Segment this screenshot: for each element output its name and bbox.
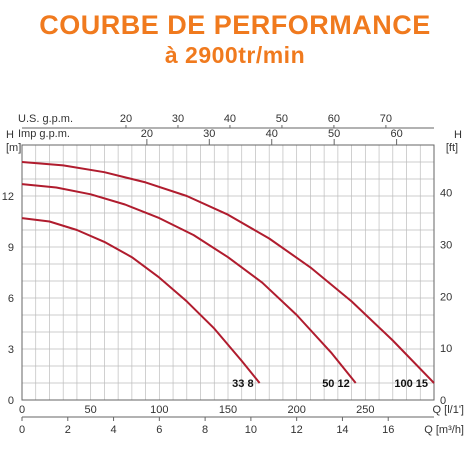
series-curve-1 <box>21 217 261 384</box>
y-left-tick-label: 6 <box>8 293 14 305</box>
usgpm-axis-label: U.S. g.p.m. <box>18 113 73 125</box>
grid <box>21 144 435 401</box>
usgpm-tick-label: 20 <box>120 113 132 125</box>
y-left-axis-unit: [m] <box>6 142 21 154</box>
axis-titles: H[m]H[ft]U.S. g.p.m.Imp g.p.m.Q [l/1']Q … <box>6 113 464 436</box>
series-label-3: 100 15 <box>394 378 428 390</box>
m3h-tick-label: 2 <box>65 424 71 436</box>
series-curve-3 <box>21 161 435 384</box>
y-right-tick-label: 30 <box>440 240 452 252</box>
usgpm-tick-label: 30 <box>172 113 184 125</box>
y-left-tick-label: 3 <box>8 344 14 356</box>
x-tick-label: 0 <box>19 404 25 416</box>
x-tick-label: 150 <box>219 404 237 416</box>
y-left-tick-label: 0 <box>8 395 14 407</box>
x-tick-label: 50 <box>85 404 97 416</box>
chart-subtitle: à 2900tr/min <box>164 42 306 68</box>
y-left-tick-label: 9 <box>8 242 14 254</box>
impgpm-tick-label: 30 <box>203 128 215 140</box>
y-left-axis-label: H <box>6 129 14 141</box>
x-tick-label: 250 <box>356 404 374 416</box>
y-right-axis-unit: [ft] <box>446 142 458 154</box>
usgpm-tick-label: 60 <box>328 113 340 125</box>
usgpm-tick-label: 70 <box>380 113 392 125</box>
m3h-tick-label: 8 <box>202 424 208 436</box>
m3h-tick-label: 16 <box>382 424 394 436</box>
x-tick-label: 200 <box>287 404 305 416</box>
m3h-tick-label: 0 <box>19 424 25 436</box>
m3h-tick-label: 4 <box>110 424 116 436</box>
y-right-axis-label: H <box>454 129 462 141</box>
y-right-tick-label: 40 <box>440 188 452 200</box>
m3h-tick-label: 10 <box>245 424 257 436</box>
usgpm-tick-label: 40 <box>224 113 236 125</box>
series-curve-2 <box>21 183 357 384</box>
curve-labels: 33 8 50 12 100 15 <box>232 378 428 390</box>
y-left-tick-label: 12 <box>2 191 14 203</box>
usgpm-tick-label: 50 <box>276 113 288 125</box>
y-right-tick-label: 20 <box>440 291 452 303</box>
y-right-tick-label: 0 <box>440 395 446 407</box>
impgpm-tick-label: 40 <box>266 128 278 140</box>
series-label-2: 50 12 <box>322 378 350 390</box>
axes <box>21 125 435 421</box>
m3h-tick-label: 14 <box>336 424 348 436</box>
impgpm-tick-label: 50 <box>328 128 340 140</box>
m3h-tick-label: 6 <box>156 424 162 436</box>
chart-title: COURBE DE PERFORMANCE <box>39 10 431 40</box>
m3h-tick-label: 12 <box>291 424 303 436</box>
x-primary-axis-label: Q [l/1'] <box>433 404 464 416</box>
series-label-1: 33 8 <box>232 378 253 390</box>
plot-frame <box>21 144 435 401</box>
x-tick-label: 100 <box>150 404 168 416</box>
y-right-tick-label: 10 <box>440 343 452 355</box>
series-group <box>21 161 435 384</box>
impgpm-tick-label: 60 <box>390 128 402 140</box>
impgpm-axis-label: Imp g.p.m. <box>18 128 70 140</box>
x-secondary-axis-label: Q [m³/h] <box>424 424 464 436</box>
impgpm-tick-label: 20 <box>141 128 153 140</box>
